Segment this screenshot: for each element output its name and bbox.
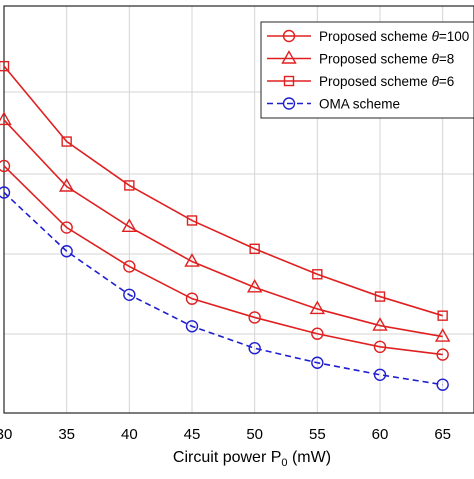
data-point-marker xyxy=(186,215,198,226)
data-point-marker xyxy=(312,269,323,280)
series-group xyxy=(0,111,451,342)
data-point-marker xyxy=(184,253,200,267)
x-tick-label: 55 xyxy=(309,426,326,443)
x-tick-label: 50 xyxy=(246,426,263,443)
data-point-marker xyxy=(249,243,260,254)
data-point-marker xyxy=(185,292,199,305)
series-group xyxy=(0,60,448,321)
data-point-marker xyxy=(248,342,261,355)
legend-entry-label: OMA scheme xyxy=(319,97,400,112)
data-point-marker xyxy=(61,136,72,147)
legend-entry-theta: θ xyxy=(432,74,440,89)
x-axis-label-subscript: 0 xyxy=(281,457,287,469)
legend-entry-label: Proposed scheme θ=100 xyxy=(319,29,469,44)
data-point-marker xyxy=(123,288,136,301)
series-line xyxy=(3,191,443,386)
data-point-marker xyxy=(0,111,12,126)
series-group xyxy=(0,159,449,361)
legend-box xyxy=(260,21,474,119)
x-tick-label: 45 xyxy=(184,426,201,443)
data-point-marker xyxy=(311,327,324,340)
legend-entry-name: Proposed scheme xyxy=(319,52,432,67)
data-point-marker xyxy=(309,300,326,315)
series-line xyxy=(3,165,443,356)
legend-marker xyxy=(282,29,296,43)
data-point-marker xyxy=(372,317,388,331)
data-point-marker xyxy=(246,278,263,293)
data-point-marker xyxy=(60,245,73,258)
data-point-marker xyxy=(121,218,138,233)
data-point-marker xyxy=(124,180,135,191)
legend-entry-name: Proposed scheme xyxy=(319,74,432,89)
data-point-marker xyxy=(311,356,324,369)
legend-entry-name: Proposed scheme xyxy=(319,29,432,44)
x-tick-label: 40 xyxy=(121,426,138,443)
data-point-marker xyxy=(0,159,11,173)
legend-entry-label: Proposed scheme θ=6 xyxy=(319,74,454,89)
x-tick-label: 35 xyxy=(58,426,75,443)
series-group xyxy=(0,186,449,391)
data-point-marker xyxy=(437,310,448,321)
legend-marker xyxy=(283,75,295,87)
data-point-marker xyxy=(248,311,261,324)
data-point-marker xyxy=(436,378,449,391)
data-point-marker xyxy=(58,178,75,192)
data-point-marker xyxy=(0,60,10,72)
series-layer xyxy=(0,60,451,391)
plot-area-frame xyxy=(3,5,474,414)
legend-entry-name: OMA scheme xyxy=(319,97,400,112)
data-point-marker xyxy=(0,186,11,199)
legend-entry-label: Proposed scheme θ=8 xyxy=(319,52,454,67)
x-tick-label: 60 xyxy=(372,426,389,443)
legend-entry-theta: θ xyxy=(432,52,440,67)
data-point-marker xyxy=(373,368,387,381)
x-axis-label-text: Circuit power P xyxy=(173,449,281,466)
legend-marker xyxy=(281,50,297,64)
data-point-marker xyxy=(374,291,386,302)
x-tick-label: 65 xyxy=(434,426,451,443)
x-tick-label: 30 xyxy=(0,426,12,443)
legend-entry-theta: θ xyxy=(432,29,440,44)
legend-entry-value: =100 xyxy=(439,29,469,44)
data-point-marker xyxy=(436,348,449,361)
legend-marker xyxy=(282,97,296,110)
x-axis-label: Circuit power P0 (mW) xyxy=(173,449,331,469)
data-point-marker xyxy=(185,320,199,333)
legend-entry-value: =6 xyxy=(439,74,454,89)
x-axis-label-unit: (mW) xyxy=(288,449,332,466)
data-point-marker xyxy=(60,221,73,234)
x-tick-labels: 30 35 40 45 50 55 60 65 xyxy=(0,426,451,443)
data-point-marker xyxy=(123,260,136,273)
series-line xyxy=(3,65,443,317)
data-point-marker xyxy=(434,328,451,342)
series-line xyxy=(3,119,443,338)
legend-entry-value: =8 xyxy=(439,52,454,67)
data-point-marker xyxy=(373,340,387,354)
